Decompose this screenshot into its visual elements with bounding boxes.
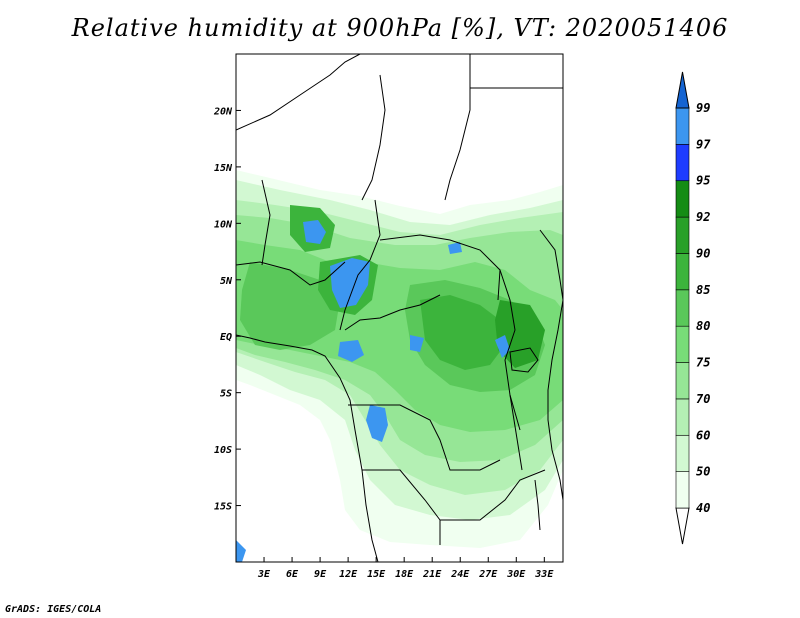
colorbar-label: 80 — [696, 319, 710, 333]
border-sahara-3 — [444, 54, 471, 201]
lat-tick-label: 5N — [220, 276, 233, 287]
border-car — [379, 234, 501, 301]
colorbar-label: 40 — [696, 501, 710, 515]
border-drc-south — [348, 404, 501, 471]
border-angola — [362, 469, 441, 545]
colorbar-label: 75 — [696, 356, 710, 370]
humidity-region-95h — [448, 242, 462, 254]
humidity-region-95c — [338, 340, 364, 362]
colorbar-segment — [675, 253, 690, 291]
border-nigeria — [236, 261, 346, 286]
footer-credit: GrADS: IGES/COLA — [5, 604, 102, 615]
colorbar-label: 60 — [696, 428, 710, 442]
lat-tick-label: 15S — [214, 502, 232, 513]
lon-tick-label: 12E — [339, 569, 358, 580]
colorbar-upper-extend — [675, 71, 690, 109]
humidity-region-95a — [303, 220, 326, 244]
lat-tick-label: 10S — [214, 445, 232, 456]
lake-malawi — [534, 479, 541, 531]
colorbar-segment — [675, 398, 690, 436]
coastlines-borders — [236, 54, 563, 562]
border-sahara-2 — [361, 74, 386, 201]
humidity-region-85 — [420, 295, 505, 370]
lon-tick-label: 21E — [422, 569, 442, 580]
colorbar-label: 50 — [696, 465, 710, 479]
colorbar-label: 95 — [696, 174, 710, 188]
colorbar-lower-extend — [675, 507, 690, 545]
colorbar: 40 50 60 70 75 80 85 90 92 95 97 99 — [675, 71, 711, 545]
border-zambia — [440, 469, 546, 521]
border-west-1 — [261, 179, 271, 266]
border-drc-congo — [344, 294, 441, 331]
humidity-region-95f — [410, 335, 424, 352]
lat-tick-label: 10N — [214, 219, 233, 230]
colorbar-segment — [675, 144, 690, 182]
lon-tick-label: 3E — [257, 569, 271, 580]
colorbar-segment — [675, 325, 690, 363]
coastline-east — [547, 299, 563, 501]
border-sahara-1 — [236, 54, 361, 131]
colorbar-label: 90 — [696, 246, 710, 260]
colorbar-segment — [675, 107, 690, 145]
humidity-region-95b — [330, 258, 370, 308]
lon-tick-label: 27E — [478, 569, 498, 580]
map-frame — [235, 53, 564, 563]
lon-tick-label: 6E — [286, 569, 299, 580]
colorbar-label: 99 — [696, 101, 710, 115]
lat-tick-label: EQ — [220, 332, 232, 343]
colorbar-segment — [675, 289, 690, 327]
lake-tanganyika — [509, 394, 523, 471]
colorbar-segment — [675, 471, 690, 509]
lon-tick-label: 18E — [395, 569, 414, 580]
lat-tick-label: 15N — [214, 163, 233, 174]
colorbar-segment — [675, 362, 690, 400]
map-title: Relative humidity at 900hPa [%], VT: 202… — [71, 14, 729, 42]
latitude-axis: 20N 15N 10N 5N EQ 5S 10S 15S — [213, 106, 241, 513]
longitude-axis: 3E 6E 9E 12E 15E 18E 21E 24E 27E 30E 33E — [257, 557, 554, 580]
colorbar-segment — [675, 434, 690, 472]
lon-tick-label: 9E — [314, 569, 327, 580]
humidity-region-95d — [366, 405, 388, 442]
colorbar-label: 92 — [696, 210, 710, 224]
lon-tick-label: 24E — [450, 569, 470, 580]
colorbar-label: 97 — [696, 137, 711, 151]
lat-tick-label: 5S — [220, 389, 232, 400]
humidity-region-80 — [240, 262, 340, 350]
colorbar-segment — [675, 180, 690, 218]
lon-tick-label: 30E — [506, 569, 526, 580]
colorbar-segment — [675, 216, 690, 254]
humidity-field — [236, 170, 563, 562]
border-east-2 — [539, 229, 563, 301]
lon-tick-label: 15E — [367, 569, 386, 580]
lon-tick-label: 33E — [534, 569, 554, 580]
humidity-region-95e — [495, 335, 510, 358]
colorbar-label: 85 — [696, 283, 710, 297]
border-east-1 — [499, 269, 521, 431]
border-chad-cam — [339, 199, 381, 331]
coastline-west — [236, 334, 379, 562]
colorbar-label: 70 — [696, 392, 710, 406]
lat-tick-label: 20N — [213, 106, 233, 117]
lake-victoria — [509, 347, 539, 373]
humidity-region-95g — [236, 540, 246, 562]
